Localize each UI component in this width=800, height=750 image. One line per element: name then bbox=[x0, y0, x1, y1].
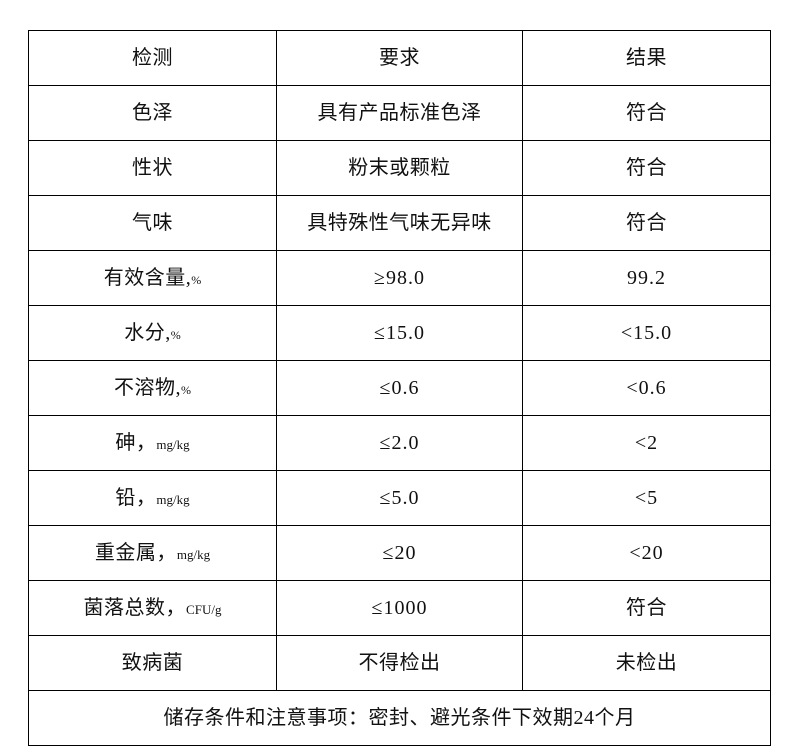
item-name: 致病菌 bbox=[121, 651, 184, 674]
cell-item: 性状 bbox=[28, 140, 277, 196]
item-name: 性状 bbox=[132, 156, 173, 179]
cell-requirement: ≤20 bbox=[276, 525, 523, 581]
cell-requirement: 不得检出 bbox=[276, 635, 523, 691]
item-name: 菌落总数， bbox=[83, 596, 187, 619]
result-value: 99.2 bbox=[627, 266, 666, 289]
requirement-value: 不得检出 bbox=[358, 651, 441, 674]
cell-result: 99.2 bbox=[522, 250, 771, 306]
item-unit: mg/kg bbox=[156, 491, 190, 507]
table-row: 气味 具特殊性气味无异味 符合 bbox=[28, 195, 771, 251]
requirement-value: ≤20 bbox=[382, 541, 417, 564]
cell-item: 气味 bbox=[28, 195, 277, 251]
item-name: 重金属， bbox=[94, 541, 177, 564]
requirement-value: ≤15.0 bbox=[374, 321, 425, 344]
requirement-value: ≥98.0 bbox=[374, 266, 425, 289]
table-row: 色泽 具有产品标准色泽 符合 bbox=[28, 85, 771, 141]
column-header-result-label: 结果 bbox=[626, 46, 667, 69]
cell-item: 菌落总数，CFU/g bbox=[28, 580, 277, 636]
requirement-value: ≤2.0 bbox=[379, 431, 420, 454]
result-value: <5 bbox=[634, 486, 659, 509]
cell-result: 符合 bbox=[522, 140, 771, 196]
cell-result: 符合 bbox=[522, 85, 771, 141]
item-name: 铅， bbox=[115, 486, 157, 509]
item-name: 不溶物, bbox=[114, 376, 181, 399]
item-name: 色泽 bbox=[132, 101, 173, 124]
table-header-row: 检测 要求 结果 bbox=[28, 30, 771, 86]
result-value: <2 bbox=[634, 431, 659, 454]
cell-result: <5 bbox=[522, 470, 771, 526]
result-value: <20 bbox=[629, 541, 664, 564]
column-header-item: 检测 bbox=[28, 30, 277, 86]
item-unit: % bbox=[191, 272, 202, 287]
table-row: 致病菌 不得检出 未检出 bbox=[28, 635, 771, 691]
cell-result: 符合 bbox=[522, 195, 771, 251]
cell-requirement: ≤5.0 bbox=[276, 470, 523, 526]
item-unit: % bbox=[181, 382, 191, 397]
cell-result: <15.0 bbox=[522, 305, 771, 361]
cell-item: 不溶物,% bbox=[28, 360, 277, 416]
table-footer-row: 储存条件和注意事项：密封、避光条件下效期24个月 bbox=[28, 690, 771, 746]
item-unit: % bbox=[170, 327, 181, 342]
requirement-value: ≤5.0 bbox=[379, 486, 420, 509]
column-header-result: 结果 bbox=[522, 30, 771, 86]
item-unit: CFU/g bbox=[186, 601, 222, 617]
cell-requirement: ≤15.0 bbox=[276, 305, 523, 361]
requirement-value: 具有产品标准色泽 bbox=[317, 101, 482, 124]
table-row: 砷，mg/kg ≤2.0 <2 bbox=[28, 415, 771, 471]
table-row: 重金属，mg/kg ≤20 <20 bbox=[28, 525, 771, 581]
requirement-value: ≤0.6 bbox=[379, 376, 420, 399]
cell-item: 砷，mg/kg bbox=[28, 415, 277, 471]
cell-requirement: 具特殊性气味无异味 bbox=[276, 195, 523, 251]
cell-result: 未检出 bbox=[522, 635, 771, 691]
result-value: 符合 bbox=[626, 101, 667, 124]
table-body: 检测 要求 结果 色泽 具有产品标准色泽 符合 性状 粉末或颗粒 符合 气味 具… bbox=[28, 30, 771, 746]
table-row: 菌落总数，CFU/g ≤1000 符合 bbox=[28, 580, 771, 636]
result-value: 符合 bbox=[626, 156, 667, 179]
item-name: 水分, bbox=[124, 321, 171, 344]
cell-requirement: ≤1000 bbox=[276, 580, 523, 636]
cell-item: 色泽 bbox=[28, 85, 277, 141]
cell-result: <0.6 bbox=[522, 360, 771, 416]
cell-item: 水分,% bbox=[28, 305, 277, 361]
result-value: 符合 bbox=[626, 596, 667, 619]
cell-result: <2 bbox=[522, 415, 771, 471]
cell-result: 符合 bbox=[522, 580, 771, 636]
item-unit: mg/kg bbox=[156, 436, 190, 452]
cell-item: 有效含量,% bbox=[28, 250, 277, 306]
result-value: <0.6 bbox=[626, 376, 667, 399]
column-header-requirement-label: 要求 bbox=[379, 46, 420, 69]
table-row: 水分,% ≤15.0 <15.0 bbox=[28, 305, 771, 361]
cell-requirement: ≤0.6 bbox=[276, 360, 523, 416]
cell-requirement: ≤2.0 bbox=[276, 415, 523, 471]
requirement-value: 粉末或颗粒 bbox=[348, 156, 451, 179]
result-value: <15.0 bbox=[620, 321, 673, 344]
storage-conditions-note: 储存条件和注意事项：密封、避光条件下效期24个月 bbox=[28, 690, 771, 746]
cell-item: 致病菌 bbox=[28, 635, 277, 691]
table-row: 不溶物,% ≤0.6 <0.6 bbox=[28, 360, 771, 416]
requirement-value: ≤1000 bbox=[371, 596, 428, 619]
column-header-item-label: 检测 bbox=[132, 46, 173, 69]
requirement-value: 具特殊性气味无异味 bbox=[307, 211, 492, 234]
item-name: 砷， bbox=[115, 431, 157, 454]
storage-conditions-text: 储存条件和注意事项：密封、避光条件下效期24个月 bbox=[163, 706, 636, 729]
cell-requirement: 粉末或颗粒 bbox=[276, 140, 523, 196]
table-row: 有效含量,% ≥98.0 99.2 bbox=[28, 250, 771, 306]
result-value: 符合 bbox=[626, 211, 667, 234]
cell-requirement: 具有产品标准色泽 bbox=[276, 85, 523, 141]
cell-item: 重金属，mg/kg bbox=[28, 525, 277, 581]
item-unit: mg/kg bbox=[176, 546, 211, 562]
cell-item: 铅，mg/kg bbox=[28, 470, 277, 526]
item-name: 有效含量, bbox=[103, 266, 192, 289]
table-row: 性状 粉末或颗粒 符合 bbox=[28, 140, 771, 196]
table-row: 铅，mg/kg ≤5.0 <5 bbox=[28, 470, 771, 526]
column-header-requirement: 要求 bbox=[276, 30, 523, 86]
cell-requirement: ≥98.0 bbox=[276, 250, 523, 306]
cell-result: <20 bbox=[522, 525, 771, 581]
result-value: 未检出 bbox=[615, 651, 678, 674]
product-specification-table: 检测 要求 结果 色泽 具有产品标准色泽 符合 性状 粉末或颗粒 符合 气味 具… bbox=[28, 30, 771, 746]
item-name: 气味 bbox=[132, 211, 173, 234]
